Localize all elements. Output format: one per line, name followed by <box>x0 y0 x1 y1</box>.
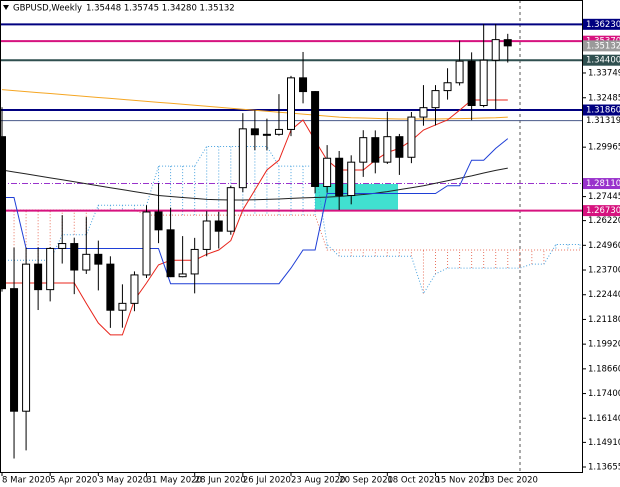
candle-body <box>0 136 6 290</box>
level-box <box>583 54 620 66</box>
candle-body <box>395 136 404 158</box>
level-label: 1.31319 <box>586 116 620 126</box>
candle-body <box>503 39 512 47</box>
y-tick-label: 1.21180 <box>588 315 620 325</box>
candle-body <box>347 161 356 197</box>
candle-body <box>359 137 368 163</box>
y-tick-label: 1.18660 <box>588 364 620 374</box>
y-tick-label: 1.32485 <box>588 93 620 103</box>
y-tick-label: 1.33749 <box>588 68 620 78</box>
level-box <box>583 178 620 190</box>
candle-body <box>130 274 139 304</box>
candle-body <box>214 220 223 232</box>
candle-body <box>82 253 91 271</box>
indicator-line <box>2 99 508 336</box>
candle-body <box>34 263 43 291</box>
level-label: 1.31860 <box>586 106 620 116</box>
candle-body <box>299 77 308 93</box>
candle-body <box>154 211 163 231</box>
candle-body <box>419 107 428 118</box>
candle-body <box>383 136 392 163</box>
level-label: 1.36230 <box>586 20 620 30</box>
y-tick-label: 1.26220 <box>588 216 620 226</box>
menu-triangle[interactable] <box>3 5 9 10</box>
ohlc-info: 1.35448 1.35745 1.34280 1.35132 <box>86 4 235 14</box>
candle-body <box>323 157 332 187</box>
candle-body <box>142 211 151 276</box>
x-tick-label: 23 Aug 2020 <box>291 476 345 486</box>
x-tick-label: 8 Mar 2020 <box>2 476 50 486</box>
candle-body <box>106 263 115 311</box>
y-tick-label: 1.17400 <box>588 389 620 399</box>
candle-body <box>311 91 320 187</box>
candle-body <box>479 59 488 106</box>
candle-body <box>407 116 416 158</box>
candle-body <box>238 128 247 189</box>
level-label: 1.28110 <box>586 179 620 189</box>
x-tick-label: 18 Oct 2020 <box>387 476 440 486</box>
x-tick-label: 13 Dec 2020 <box>484 476 538 486</box>
level-box <box>583 40 620 52</box>
candle-body <box>491 39 500 61</box>
candle-body <box>335 157 344 197</box>
x-tick-label: 31 May 2020 <box>147 476 202 486</box>
candle-body <box>431 90 440 109</box>
plot-area <box>0 23 582 459</box>
candle-body <box>226 187 235 232</box>
candle-body <box>250 128 259 136</box>
candle-body <box>70 243 79 271</box>
candle-body <box>22 263 31 412</box>
candle-body <box>178 273 187 278</box>
y-tick-label: 1.27445 <box>588 192 620 202</box>
candle-body <box>94 253 103 265</box>
x-tick-label: 15 Nov 2020 <box>436 476 490 486</box>
candle-body <box>371 137 380 163</box>
x-tick-label: 28 Jun 2020 <box>195 476 246 486</box>
y-tick-label: 1.24960 <box>588 241 620 251</box>
x-tick-label: 20 Sep 2020 <box>339 476 393 486</box>
level-label: 1.34400 <box>586 56 620 66</box>
y-tick-label: 1.22440 <box>588 290 620 300</box>
x-tick-label: 5 Apr 2020 <box>50 476 97 486</box>
level-box <box>583 18 620 30</box>
y-tick-label: 1.13655 <box>588 462 620 472</box>
candle-body <box>455 60 464 84</box>
candle-body <box>287 77 295 130</box>
candle-body <box>166 229 175 278</box>
candle-body <box>10 288 19 412</box>
candle-body <box>58 243 67 249</box>
candle-body <box>274 128 283 135</box>
y-tick-label: 1.29965 <box>588 143 620 153</box>
y-tick-label: 1.23700 <box>588 266 620 276</box>
y-tick-label: 1.14910 <box>588 438 620 448</box>
y-tick-label: 1.19920 <box>588 340 620 350</box>
y-tick-label: 1.16140 <box>588 414 620 424</box>
candle-body <box>118 302 127 311</box>
chart-title: GBPUSD,Weekly <box>13 4 82 14</box>
level-label: 1.26730 <box>586 206 620 216</box>
candle-body <box>443 82 452 92</box>
level-box <box>583 104 620 116</box>
candle-body <box>46 247 55 291</box>
cloud-span <box>2 146 580 295</box>
candle-body <box>467 60 476 106</box>
level-box <box>583 205 620 217</box>
candle-body <box>202 220 211 250</box>
indicator-line <box>1 167 508 201</box>
x-tick-label: 26 Jul 2020 <box>243 476 291 486</box>
x-tick-label: 3 May 2020 <box>98 476 148 486</box>
candle-body <box>190 248 199 275</box>
candle-body <box>262 133 271 136</box>
level-label: 1.35132 <box>586 41 620 51</box>
